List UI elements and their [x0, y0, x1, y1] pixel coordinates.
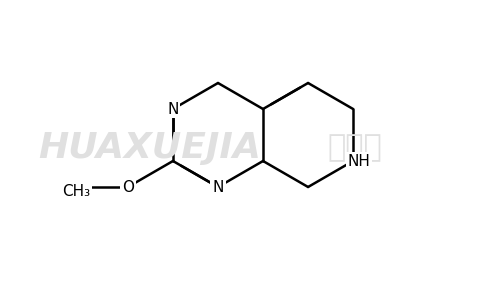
Text: N: N: [167, 101, 179, 117]
Text: O: O: [122, 179, 134, 194]
Text: NH: NH: [348, 154, 371, 168]
Text: 化学加: 化学加: [328, 134, 383, 162]
Text: CH₃: CH₃: [62, 185, 90, 200]
Text: N: N: [212, 179, 224, 194]
Text: HUAXUEJIA: HUAXUEJIA: [38, 131, 262, 165]
